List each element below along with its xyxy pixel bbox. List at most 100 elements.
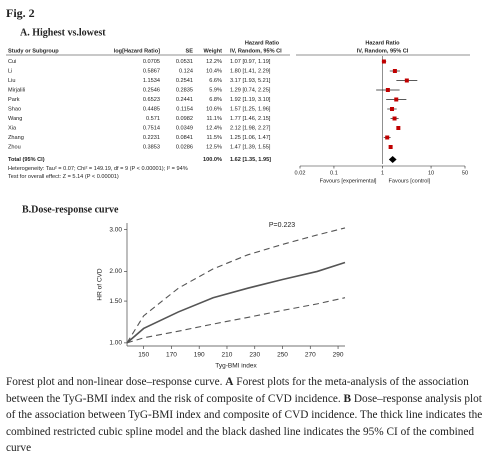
weight: 10.4% (206, 68, 222, 74)
hr-ci: 1.07 [0.97, 1.19] (230, 59, 271, 65)
total-diamond (388, 156, 397, 163)
se: 0.0531 (176, 59, 193, 65)
column-header: Weight (203, 48, 222, 54)
caption-panel-label: A (225, 376, 234, 388)
log-hr: 0.0705 (143, 59, 160, 65)
log-hr: 0.5867 (143, 68, 160, 74)
log-hr: 0.2231 (143, 135, 160, 141)
log-hr: 0.571 (146, 116, 160, 122)
hr-ci: 1.80 [1.41, 2.29] (230, 68, 271, 74)
caption: Forest plot and non-linear dose–response… (6, 374, 494, 457)
x-tick-label: 250 (277, 352, 288, 359)
hr-ci: 1.25 [1.06, 1.47] (230, 135, 271, 141)
hr-ci: 1.57 [1.25, 1.96] (230, 106, 271, 112)
overall-test: Test for overall effect: Z = 5.14 (P < 0… (8, 174, 119, 180)
study-name: Shao (8, 106, 21, 112)
y-axis-title: HR of CVD (97, 268, 104, 300)
x-tick-label: 10 (428, 170, 434, 176)
weight: 10.6% (206, 106, 222, 112)
hr-ci: 1.47 [1.39, 1.55] (230, 144, 271, 150)
x-tick-label: 0.1 (330, 170, 338, 176)
caption-text: Forest plots for the meta-analysis of th… (6, 376, 469, 405)
study-name: Park (8, 97, 20, 103)
study-name: Cui (8, 59, 16, 65)
curve (126, 227, 346, 344)
heterogeneity: Heterogeneity: Tau² = 0.07; Chi² = 149.1… (8, 166, 188, 172)
x-tick-label: 290 (333, 352, 344, 359)
panel-title: B.Dose-response curve (22, 204, 119, 215)
x-axis-title: Tyg-BMI index (215, 363, 257, 370)
curve (126, 261, 346, 344)
column-header: SE (186, 48, 194, 54)
weight: 12.2% (206, 59, 222, 65)
total-weight: 100.0% (203, 157, 222, 163)
hr-ci: 1.29 [0.74, 2.25] (230, 87, 271, 93)
hr-square (385, 135, 390, 140)
study-name: Zhang (8, 135, 24, 141)
log-hr: 0.7514 (143, 125, 160, 131)
weight: 6.6% (209, 78, 222, 84)
column-header: log[Hazard Ratio] (114, 48, 160, 54)
weight: 12.4% (206, 125, 222, 131)
log-hr: 1.1534 (143, 78, 160, 84)
se: 0.2441 (176, 97, 193, 103)
hr-ci: 2.12 [1.98, 2.27] (230, 125, 271, 131)
se: 0.2835 (176, 87, 193, 93)
x-tick-label: 50 (462, 170, 468, 176)
favours-left: Favours [experimental] (320, 178, 377, 184)
weight: 12.5% (206, 144, 222, 150)
study-name: Wang (8, 116, 22, 122)
hr-square (390, 107, 395, 111)
y-tick-label: 2.00 (109, 268, 122, 275)
study-name: Xia (8, 125, 17, 131)
weight: 5.9% (209, 87, 222, 93)
group-header: Hazard Ratio (245, 40, 280, 46)
hr-ci: 1.92 [1.19, 3.10] (230, 97, 271, 103)
x-tick-label: 190 (194, 352, 205, 359)
hr-square (392, 116, 397, 121)
log-hr: 0.4485 (143, 106, 160, 112)
log-hr: 0.3853 (143, 144, 160, 150)
favours-right: Favours [control] (389, 178, 431, 184)
se: 0.0286 (176, 144, 193, 150)
x-tick-label: 150 (138, 352, 149, 359)
caption-text: Dose–response analysis plot of the assoc… (6, 392, 483, 455)
hr-ci: 1.77 [1.46, 2.15] (230, 116, 271, 122)
se: 0.2541 (176, 78, 193, 84)
x-tick-label: 170 (166, 352, 177, 359)
curve (126, 297, 346, 344)
total-name: Total (95% CI) (8, 157, 45, 163)
x-tick-label: 1 (381, 170, 384, 176)
x-tick-label: 0.02 (295, 170, 306, 176)
hr-square (404, 78, 409, 83)
se: 0.0841 (176, 135, 193, 141)
x-tick-label: 270 (305, 352, 316, 359)
column-header: Study or Subgroup (8, 48, 59, 54)
x-tick-label: 230 (249, 352, 260, 359)
figure: Fig. 2 A. Highest vs.lowest B.Dose-respo… (6, 6, 470, 370)
se: 0.124 (179, 68, 193, 74)
weight: 11.1% (207, 116, 222, 122)
hr-square (385, 88, 390, 92)
group-header: Hazard Ratio (365, 40, 400, 46)
hr-square (388, 145, 393, 149)
log-hr: 0.2546 (143, 87, 160, 93)
hr-square (392, 69, 397, 73)
study-name: Zhou (8, 144, 21, 150)
hr-square (394, 97, 399, 102)
column-header: IV, Random, 95% CI (230, 48, 282, 54)
y-tick-label: 1.00 (109, 340, 122, 347)
panel-title: A. Highest vs.lowest (20, 27, 106, 38)
weight: 11.5% (207, 135, 222, 141)
hr-square (381, 59, 386, 64)
log-hr: 0.6523 (143, 97, 160, 103)
se: 0.0349 (176, 125, 193, 131)
y-tick-label: 3.00 (109, 226, 122, 233)
figure-label: Fig. 2 (6, 6, 35, 20)
hr-ci: 3.17 [1.93, 5.21] (230, 78, 271, 84)
hr-square (396, 126, 401, 130)
y-tick-label: 1.50 (109, 298, 122, 305)
column-header: IV, Random, 95% CI (357, 48, 409, 54)
study-name: Liu (8, 78, 15, 84)
caption-lead: Forest plot and non-linear dose–response… (6, 376, 223, 388)
